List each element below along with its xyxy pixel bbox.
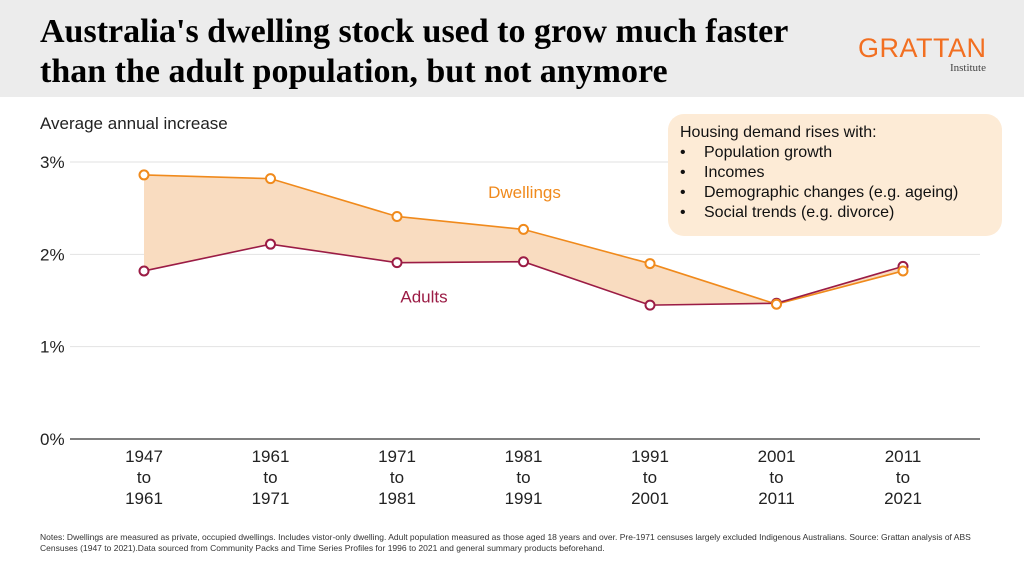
adults-point	[265, 238, 276, 250]
bullet-icon: •	[680, 184, 686, 201]
bullet-icon: •	[680, 204, 686, 221]
x-tick-label: to	[769, 468, 783, 487]
callout-heading: Housing demand rises with:	[680, 124, 877, 141]
bullet-icon: •	[680, 144, 686, 161]
x-tick-label: 2011	[758, 489, 795, 508]
callout-item-text: Incomes	[704, 164, 765, 181]
x-tick-label: 1991	[631, 447, 669, 466]
callout-box: Housing demand rises with: • Population g…	[668, 114, 1002, 236]
x-tick-label: 1961	[125, 489, 163, 508]
y-tick-label: 3%	[40, 153, 65, 172]
x-tick-label: 1971	[378, 447, 416, 466]
dwellings-point	[644, 258, 656, 270]
callout-item-text: Population growth	[704, 144, 833, 161]
callout-item-text: Social trends (e.g. divorce)	[704, 204, 895, 221]
x-tick-label: 1947	[125, 447, 163, 466]
callout-item-text: Demographic changes (e.g. ageing)	[704, 184, 959, 201]
x-tick-label: 2001	[758, 447, 796, 466]
x-tick-label: 2021	[884, 489, 922, 508]
x-tick-label: 1981	[378, 489, 416, 508]
chart-title: Australia's dwelling stock used to grow …	[40, 13, 788, 90]
x-tick-label: 1981	[505, 447, 543, 466]
gap-area	[144, 174, 903, 306]
y-axis-label: Average annual increase	[40, 114, 228, 133]
adults-point	[391, 257, 403, 269]
dwellings-point	[771, 298, 782, 310]
dwellings-point	[138, 169, 150, 181]
callout-item: • Population growth	[680, 143, 990, 163]
x-tick-label: to	[516, 468, 530, 487]
callout-item: • Demographic changes (e.g. ageing)	[680, 183, 990, 203]
x-tick-label: to	[643, 468, 657, 487]
dwellings-point	[391, 210, 403, 222]
logo-subtitle: Institute	[949, 62, 986, 74]
adults-point	[644, 299, 656, 311]
callout-list: • Population growth • Incomes • Demographic…	[680, 143, 990, 223]
x-tick-label: to	[390, 468, 404, 487]
callout-item: • Incomes	[680, 163, 990, 183]
dwellings-point	[518, 223, 529, 235]
footnotes: Notes: Dwellings are measured as private…	[40, 532, 971, 553]
x-tick-label: 2001	[631, 489, 669, 508]
adults-series-label: Adults	[400, 287, 447, 306]
x-tick-label: 1961	[252, 447, 290, 466]
x-tick-label: to	[137, 468, 151, 487]
dwellings-point	[897, 265, 909, 277]
x-tick-label: to	[896, 468, 910, 487]
x-tick-label: 2011	[885, 447, 922, 466]
x-tick-label: 1991	[505, 489, 543, 508]
dwellings-point	[265, 173, 276, 185]
dwellings-series-label: Dwellings	[488, 183, 561, 202]
callout-item: • Social trends (e.g. divorce)	[680, 203, 990, 223]
y-tick-label: 0%	[40, 430, 65, 449]
header-band: Australia's dwelling stock used to grow …	[0, 0, 1024, 97]
adults-point	[518, 256, 529, 268]
x-tick-label: 1971	[252, 489, 290, 508]
adults-point	[138, 265, 150, 277]
logo-wordmark: GRATTAN	[858, 33, 987, 63]
bullet-icon: •	[680, 164, 686, 181]
x-tick-label: to	[263, 468, 277, 487]
y-tick-label: 1%	[40, 338, 65, 357]
y-tick-label: 2%	[40, 245, 65, 264]
grattan-logo: GRATTAN Institute	[858, 34, 986, 74]
